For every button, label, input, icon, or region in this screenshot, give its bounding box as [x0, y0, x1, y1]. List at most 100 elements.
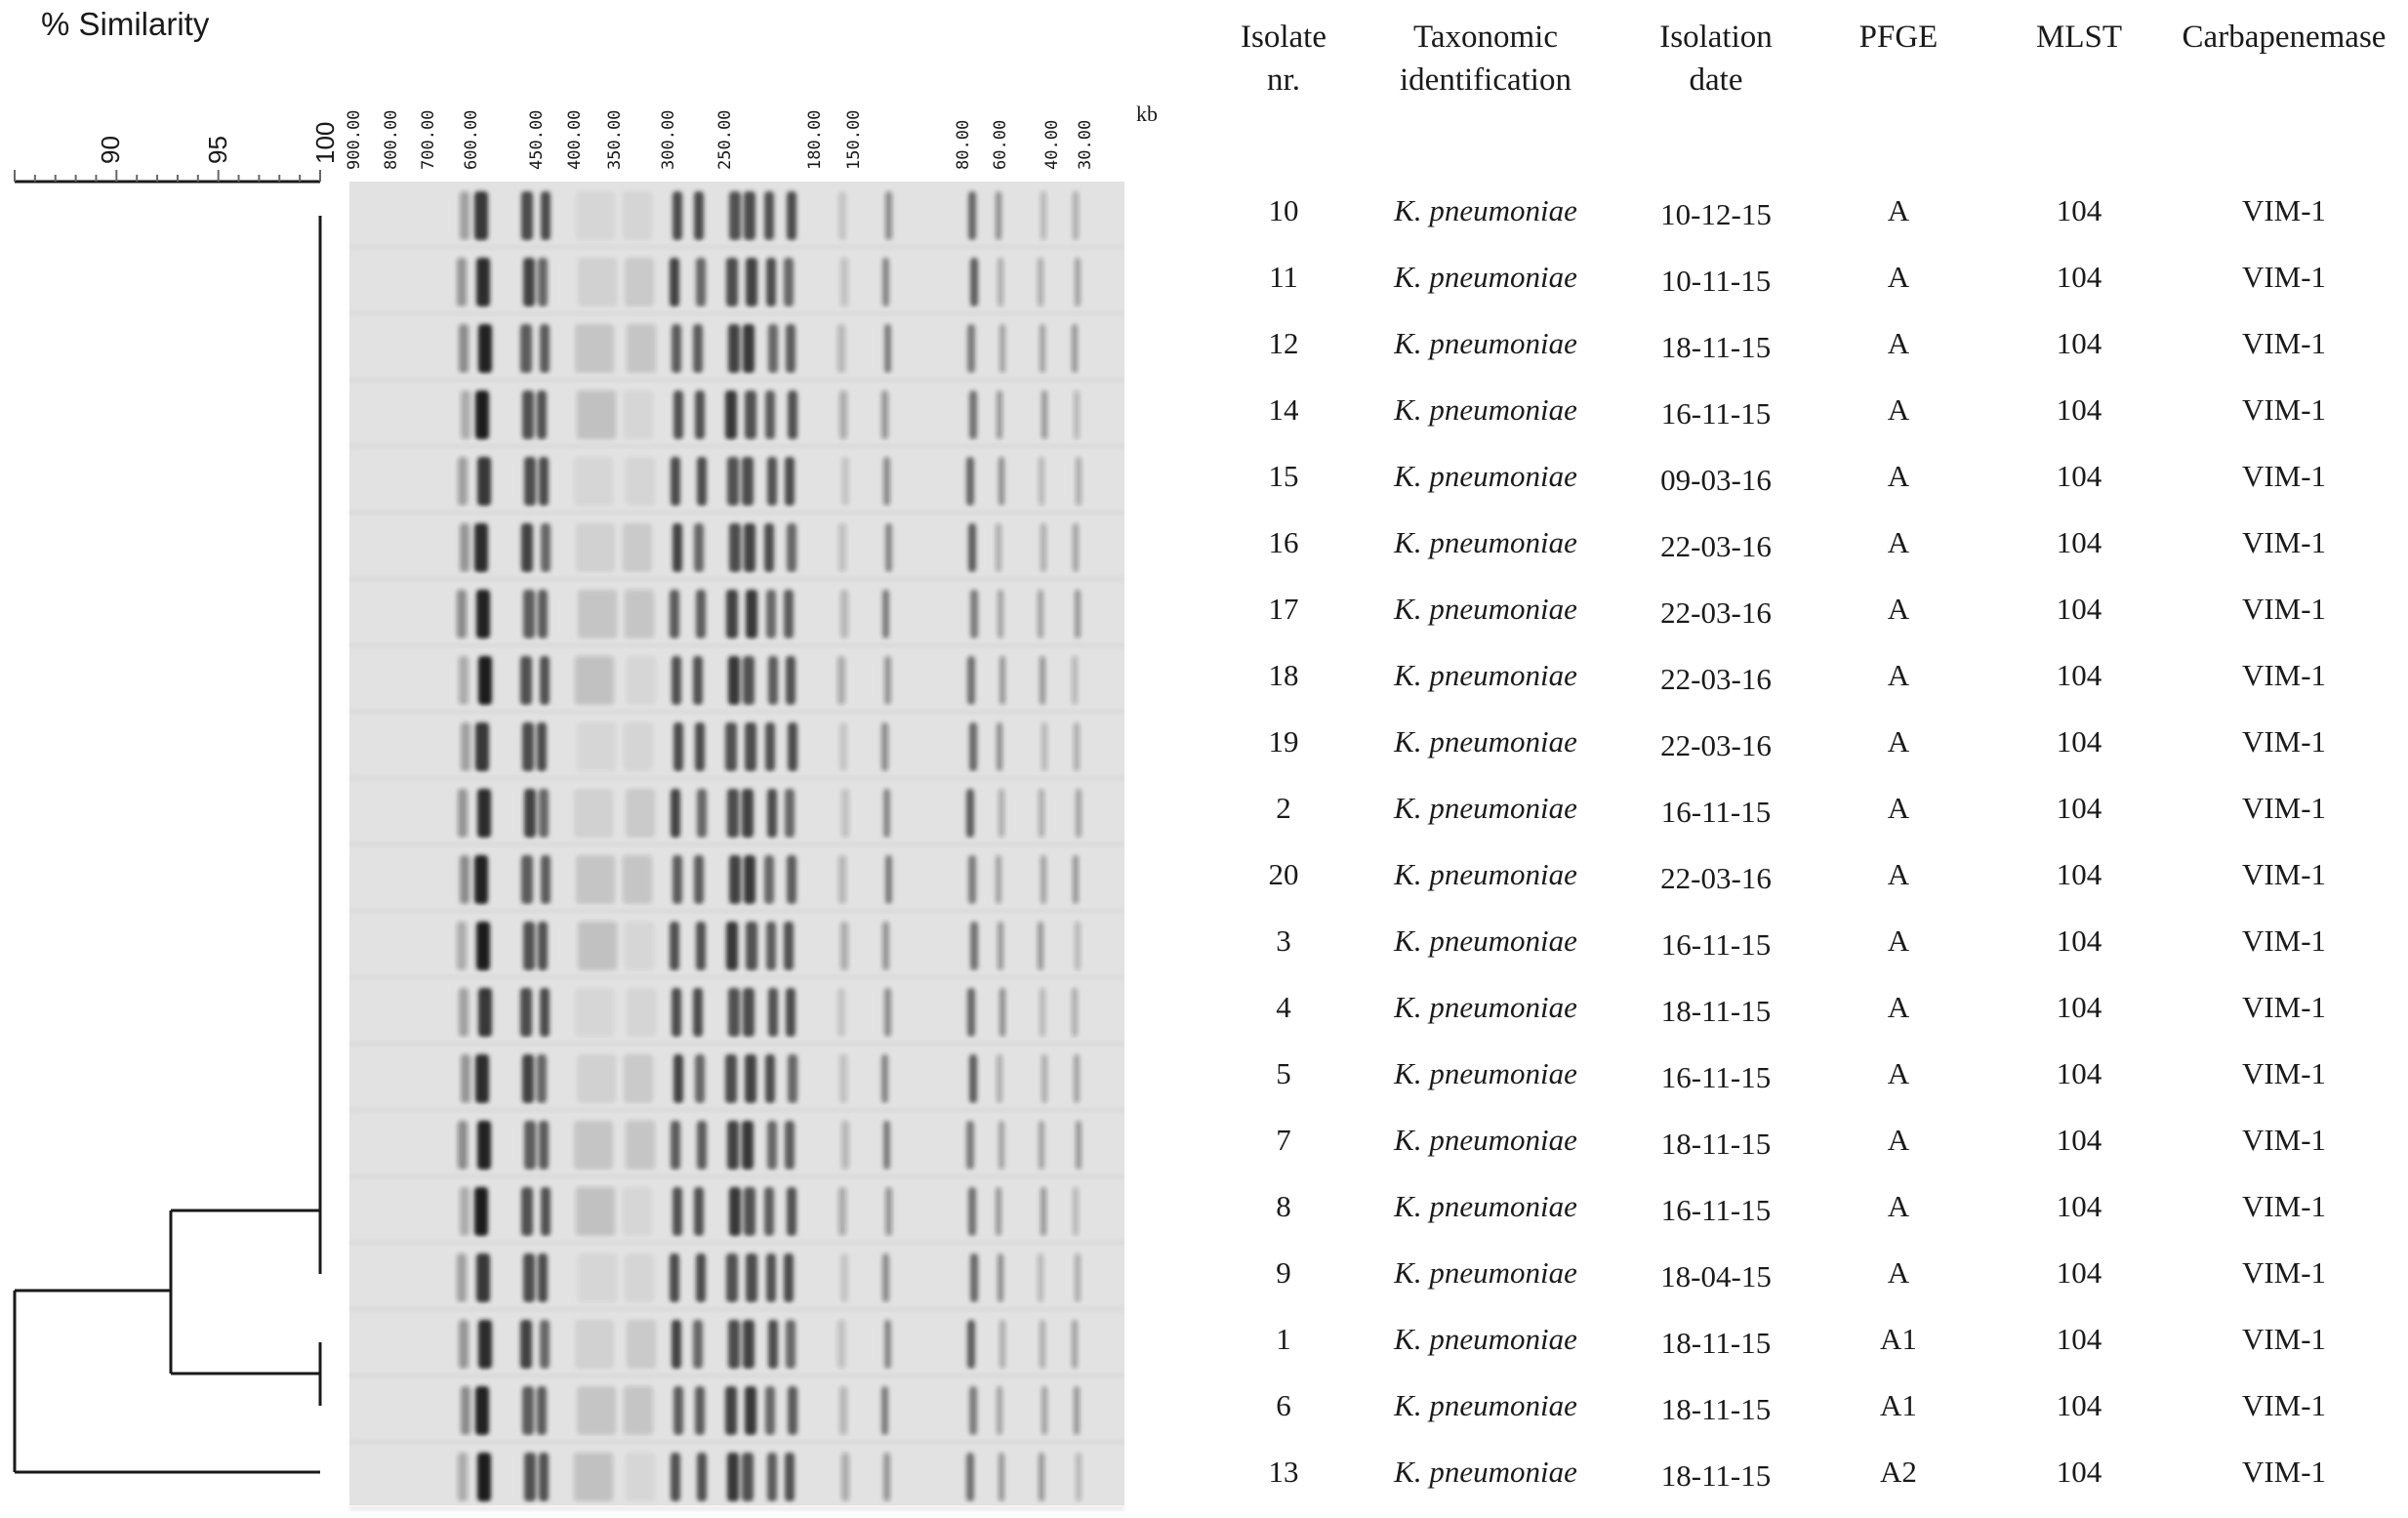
column-header-carb: Carbapenemase: [2183, 20, 2387, 55]
lane-divider: [349, 1043, 1124, 1045]
gel-band: [459, 656, 469, 705]
gel-band: [1000, 1320, 1005, 1369]
cell-taxon: K. pneumoniae: [1393, 193, 1577, 227]
gel-band: [786, 988, 796, 1037]
gel-band: [457, 258, 467, 307]
gel-band: [840, 1253, 848, 1302]
gel-band: [743, 324, 755, 373]
gel-band: [999, 1121, 1004, 1169]
gel-band: [694, 191, 704, 240]
gel-band: [459, 324, 469, 373]
cell-date: 16-11-15: [1661, 396, 1772, 431]
gel-band: [841, 457, 849, 506]
cell-pfge: A: [1888, 193, 1910, 227]
gel-band: [838, 1187, 846, 1236]
cell-pfge: A: [1888, 1189, 1910, 1223]
gel-band: [458, 789, 468, 838]
gel-band: [745, 1054, 756, 1103]
cell-carb: VIM-1: [2242, 260, 2326, 294]
gel-band: [999, 1453, 1004, 1501]
gel-band: [537, 390, 547, 439]
cell-mlst: 104: [2057, 1189, 2102, 1223]
gel-band: [523, 258, 535, 307]
cell-carb: VIM-1: [2242, 1455, 2326, 1489]
gel-band: [538, 258, 548, 307]
table-row: 4 K. pneumoniae 18-11-15 A 104 VIM-1: [1276, 990, 2326, 1028]
gel-band: [725, 1386, 737, 1435]
kb-marker-label: 400.00: [565, 110, 585, 170]
cell-isolate: 5: [1276, 1056, 1291, 1090]
gel-band: [623, 523, 652, 572]
cell-date: 18-11-15: [1661, 330, 1772, 364]
gel-band: [695, 390, 705, 439]
gel-band: [1038, 590, 1043, 638]
gel-band: [627, 656, 656, 705]
cell-isolate: 14: [1269, 392, 1300, 427]
cell-taxon: K. pneumoniae: [1393, 260, 1577, 294]
gel-band: [578, 258, 617, 307]
cell-isolate: 4: [1276, 990, 1291, 1024]
gel-band: [477, 1121, 491, 1169]
column-header-taxon: identification: [1400, 62, 1571, 98]
gel-band: [881, 390, 888, 439]
gel-band: [478, 656, 492, 705]
gel-band: [970, 922, 978, 970]
gel-band: [839, 1386, 847, 1435]
gel-band: [524, 1121, 536, 1169]
gel-band: [575, 988, 614, 1037]
gel-band: [967, 324, 975, 373]
gel-band: [460, 523, 469, 572]
gel-band: [837, 324, 845, 373]
gel-band: [788, 1054, 797, 1103]
kb-marker-label: 350.00: [605, 110, 625, 170]
similarity-title: % Similarity: [41, 6, 210, 42]
cell-date: 16-11-15: [1661, 1060, 1772, 1094]
table-row: 9 K. pneumoniae 18-04-15 A 104 VIM-1: [1276, 1255, 2326, 1293]
gel-band: [838, 191, 846, 240]
cell-pfge: A1: [1880, 1388, 1917, 1422]
gel-band: [540, 1320, 550, 1369]
gel-band: [1073, 855, 1079, 904]
gel-band: [537, 722, 547, 771]
gel-band: [695, 1386, 705, 1435]
gel-band: [1041, 191, 1046, 240]
gel-band: [744, 1187, 755, 1236]
gel-band: [885, 523, 892, 572]
cell-date: 16-11-15: [1661, 927, 1772, 962]
gel-band: [882, 1253, 889, 1302]
gel-image: [349, 182, 1124, 1509]
gel-band: [969, 1386, 977, 1435]
gel-band: [881, 1054, 888, 1103]
lane-divider: [349, 1242, 1124, 1244]
gel-band: [1073, 191, 1079, 240]
gel-band: [885, 855, 892, 904]
gel-band: [694, 523, 704, 572]
cell-pfge: A: [1888, 1123, 1910, 1157]
table-row: 3 K. pneumoniae 16-11-15 A 104 VIM-1: [1276, 923, 2326, 962]
gel-band: [460, 855, 469, 904]
gel-band: [476, 922, 490, 970]
gel-band: [1041, 390, 1047, 439]
gel-band: [839, 390, 847, 439]
gel-band: [788, 390, 797, 439]
gel-band: [1000, 988, 1005, 1037]
gel-band: [673, 191, 682, 240]
gel-band: [786, 656, 796, 705]
gel-band: [968, 855, 976, 904]
gel-band: [1039, 1121, 1044, 1169]
gel-band: [671, 1121, 680, 1169]
cell-taxon: K. pneumoniae: [1393, 791, 1577, 825]
gel-band: [461, 722, 470, 771]
gel-band: [1000, 324, 1005, 373]
cell-date: 18-11-15: [1661, 1326, 1772, 1360]
gel-band: [627, 324, 656, 373]
gel-band: [840, 922, 848, 970]
cell-isolate: 18: [1269, 658, 1299, 692]
gel-band: [522, 390, 534, 439]
gel-band: [970, 258, 978, 307]
cell-date: 18-11-15: [1661, 994, 1772, 1028]
gel-band: [693, 1320, 703, 1369]
gel-band: [539, 789, 549, 838]
gel-band: [744, 523, 755, 572]
gel-band: [838, 523, 846, 572]
